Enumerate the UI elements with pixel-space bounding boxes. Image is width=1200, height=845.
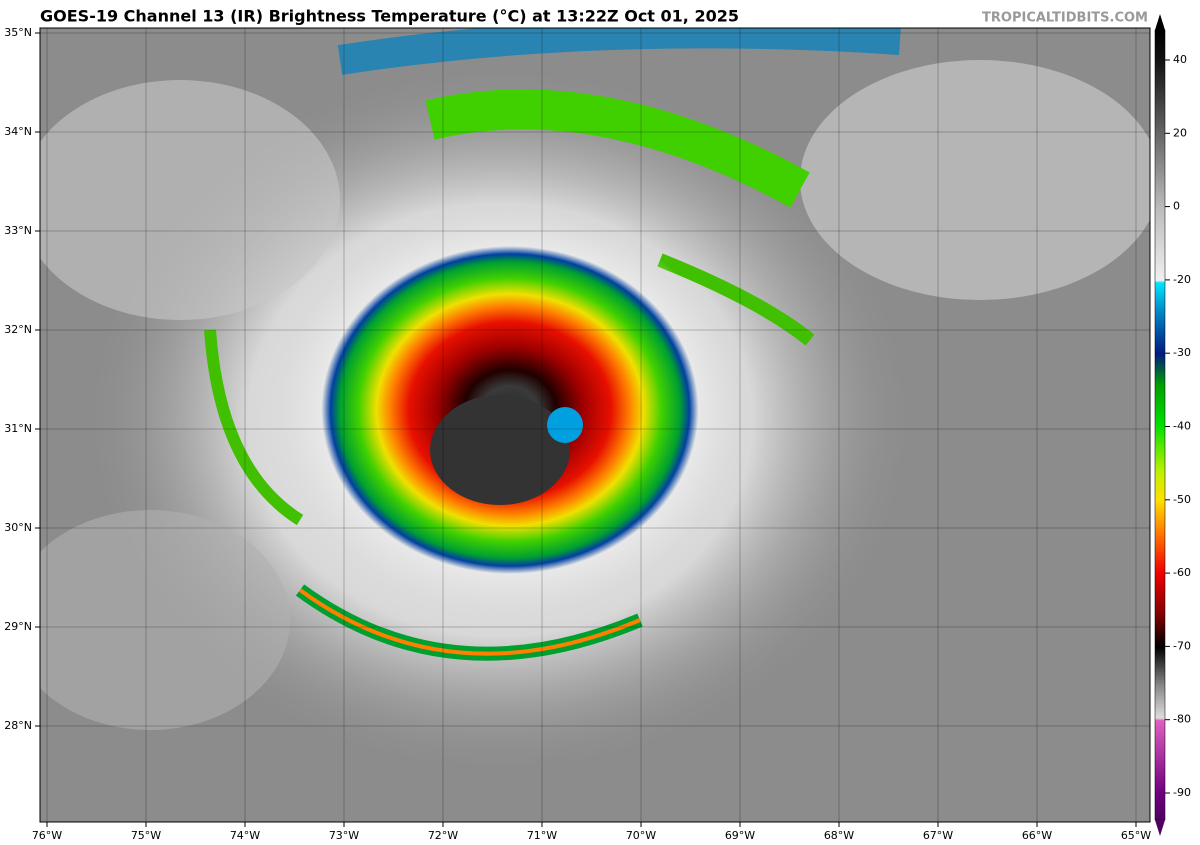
colorbar-label: 20 bbox=[1173, 126, 1187, 139]
lat-label: 30°N bbox=[4, 521, 32, 534]
colorbar-label: -20 bbox=[1173, 273, 1191, 286]
lon-label: 71°W bbox=[527, 829, 557, 842]
colorbar-label: -60 bbox=[1173, 566, 1191, 579]
lon-label: 66°W bbox=[1022, 829, 1052, 842]
imagery bbox=[40, 28, 1150, 822]
lat-label: 29°N bbox=[4, 620, 32, 633]
lon-label: 68°W bbox=[824, 829, 854, 842]
lon-label: 73°W bbox=[329, 829, 359, 842]
lon-label: 75°W bbox=[131, 829, 161, 842]
lon-label: 65°W bbox=[1121, 829, 1151, 842]
map-frame bbox=[39, 27, 1151, 823]
colorbar-arrow-top bbox=[1155, 14, 1165, 30]
colorbar-label: -70 bbox=[1173, 639, 1191, 652]
lon-label: 69°W bbox=[725, 829, 755, 842]
colorbar bbox=[1154, 29, 1166, 821]
lon-label: 72°W bbox=[428, 829, 458, 842]
lat-label: 34°N bbox=[4, 125, 32, 138]
lat-label: 35°N bbox=[4, 26, 32, 39]
colorbar-label: -50 bbox=[1173, 493, 1191, 506]
colorbar-label: -40 bbox=[1173, 420, 1191, 433]
colorbar-arrow-bottom bbox=[1155, 820, 1165, 836]
colorbar-label: -90 bbox=[1173, 786, 1191, 799]
lon-label: 74°W bbox=[230, 829, 260, 842]
colorbar-label: -80 bbox=[1173, 713, 1191, 726]
lon-label: 70°W bbox=[626, 829, 656, 842]
lat-label: 31°N bbox=[4, 422, 32, 435]
lat-label: 28°N bbox=[4, 719, 32, 732]
colorbar-label: 0 bbox=[1173, 200, 1180, 213]
title: GOES-19 Channel 13 (IR) Brightness Tempe… bbox=[40, 7, 739, 26]
graticule bbox=[40, 28, 1150, 822]
lon-label: 76°W bbox=[32, 829, 62, 842]
colorbar-label: -30 bbox=[1173, 346, 1191, 359]
lat-label: 33°N bbox=[4, 224, 32, 237]
colorbar-label: 40 bbox=[1173, 53, 1187, 66]
watermark: TROPICALTIDBITS.COM bbox=[982, 11, 1148, 26]
lon-label: 67°W bbox=[923, 829, 953, 842]
lat-label: 32°N bbox=[4, 323, 32, 336]
